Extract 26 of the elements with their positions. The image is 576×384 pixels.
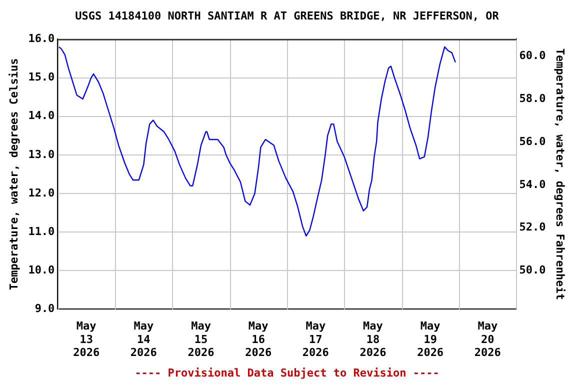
y-axis-title: Temperature, water, degrees Celsius — [7, 58, 20, 290]
y2-tick-label: 58.0 — [519, 92, 546, 106]
y-tick-label: 14.0 — [28, 109, 55, 122]
y2-tick-label: 50.0 — [519, 263, 546, 276]
y2-tick-label: 56.0 — [519, 134, 546, 148]
y2-axis-title: Temperature, water, degrees Fahrenheit — [554, 48, 567, 300]
y-tick-label: 13.0 — [28, 148, 55, 161]
x-tick-label: May 17 2026 — [302, 320, 330, 360]
y-tick-label: 11.0 — [28, 224, 55, 238]
x-tick-label: May 15 2026 — [188, 320, 215, 360]
x-tick-label: May 14 2026 — [130, 320, 158, 360]
y-tick-label: 9.0 — [34, 302, 55, 316]
y-tick-label: 10.0 — [28, 263, 55, 276]
chart-title: USGS 14184100 NORTH SANTIAM R AT GREENS BRIDGE, NR JEFFERSON, OR — [75, 9, 500, 22]
x-tick-label: May 16 2026 — [245, 320, 272, 360]
x-tick-label: May 20 2026 — [474, 320, 502, 360]
x-tick-label: May 19 2026 — [417, 320, 444, 360]
y-tick-label: 12.0 — [28, 186, 55, 200]
text: ---- Provisional Data Subject to Revision ---- — [134, 366, 440, 380]
x-tick-label: May 18 2026 — [360, 320, 387, 360]
y2-tick-label: 52.0 — [519, 220, 546, 234]
y2-tick-label: 54.0 — [519, 178, 546, 191]
y-tick-label: 16.0 — [28, 32, 55, 46]
y2-tick-label: 60.0 — [519, 49, 546, 62]
y-tick-label: 15.0 — [28, 70, 55, 84]
x-tick-label: May 13 2026 — [73, 320, 100, 360]
